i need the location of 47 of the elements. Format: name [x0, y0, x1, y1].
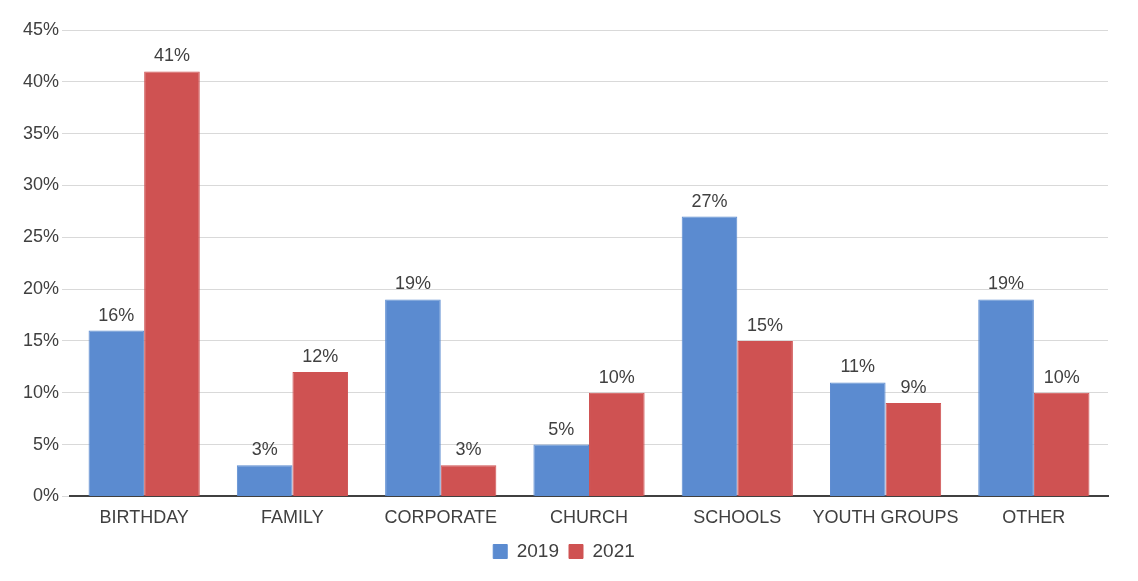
y-tick-label: 45% [23, 18, 60, 39]
y-tick-label: 25% [23, 226, 60, 247]
x-tick-label: OTHER [1002, 507, 1066, 528]
bar [440, 465, 497, 496]
data-label: 15% [747, 314, 784, 335]
data-label: 3% [455, 439, 482, 460]
y-tick-label: 0% [33, 485, 60, 506]
bar [385, 299, 441, 496]
bar [978, 299, 1034, 496]
data-label: 12% [302, 346, 339, 366]
x-tick-label: CHURCH [550, 507, 629, 528]
x-tick-label: YOUTH GROUPS [812, 507, 959, 528]
bar [829, 382, 886, 496]
y-tick-label: 20% [23, 278, 60, 299]
data-label: 10% [1043, 366, 1080, 387]
y-tick-label: 5% [33, 433, 60, 454]
bar [1033, 392, 1090, 496]
bar [236, 465, 293, 496]
data-label: 19% [394, 273, 431, 294]
x-tick-label: CORPORATE [384, 507, 498, 528]
data-label: 11% [840, 356, 876, 377]
y-tick-label: 30% [23, 174, 60, 195]
x-tick-label: FAMILY [261, 507, 324, 528]
data-label: 16% [98, 304, 135, 325]
legend-label: 2021 [592, 539, 635, 561]
bar [144, 71, 200, 496]
bar [533, 444, 590, 496]
data-label: 19% [988, 273, 1025, 294]
y-tick-label: 35% [23, 122, 60, 143]
data-label: 10% [598, 366, 635, 387]
bar [88, 330, 145, 496]
bar [885, 403, 942, 496]
x-tick-label: SCHOOLS [693, 507, 782, 528]
data-label: 5% [548, 418, 575, 439]
bar [737, 340, 793, 496]
y-tick-label: 15% [23, 329, 60, 350]
legend-label: 2019 [516, 539, 560, 561]
y-tick-label: 10% [23, 381, 60, 402]
y-tick-label: 40% [23, 70, 60, 91]
data-label: 27% [691, 190, 728, 211]
data-label: 41% [153, 45, 190, 66]
x-tick-label: BIRTHDAY [99, 507, 189, 528]
bar [589, 392, 645, 496]
data-label: 9% [900, 377, 927, 398]
bar [681, 216, 738, 496]
bar [292, 372, 349, 496]
data-label: 3% [251, 439, 278, 460]
